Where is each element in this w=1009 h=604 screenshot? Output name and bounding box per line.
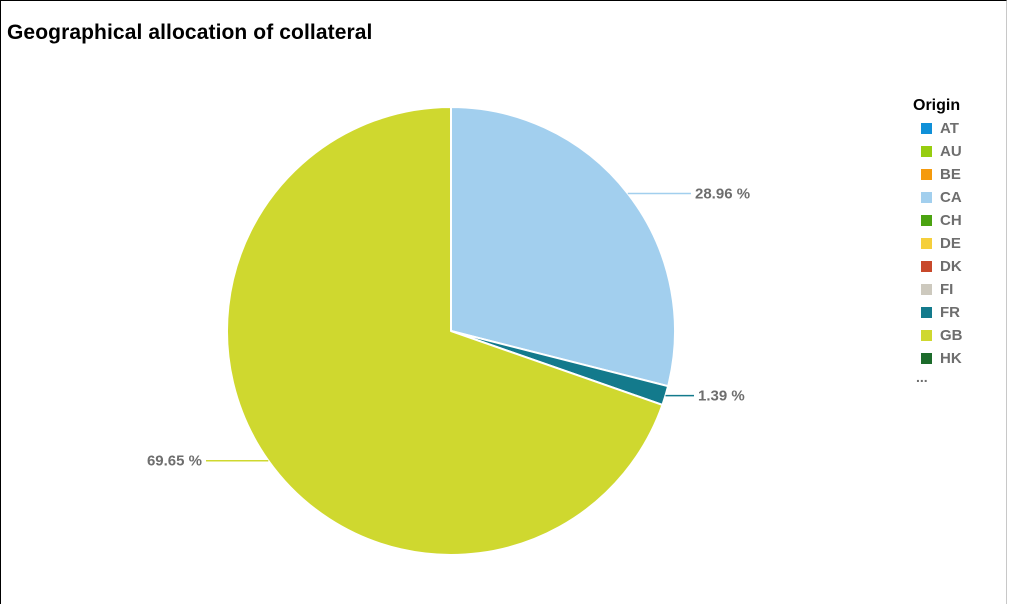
legend-swatch (921, 307, 932, 318)
legend-swatch (921, 238, 932, 249)
data-label-gb: 69.65 % (147, 453, 202, 470)
legend-swatch (921, 169, 932, 180)
data-label-ca: 28.96 % (695, 186, 750, 203)
pie-slice-gb[interactable] (226, 106, 664, 556)
chart-title: Geographical allocation of collateral (7, 21, 373, 44)
legend-item-gb[interactable]: GB (905, 324, 1005, 347)
legend-items: AT AU BE CA CH DE DK FI FR GB HK (905, 117, 1005, 370)
legend-swatch (921, 261, 932, 272)
legend-swatch (921, 123, 932, 134)
legend-item-ca[interactable]: CA (905, 186, 1005, 209)
legend-more-indicator[interactable]: ... (916, 369, 928, 385)
legend-title: Origin (913, 97, 961, 114)
legend-swatch (921, 192, 932, 203)
legend-label: BE (940, 166, 961, 183)
legend-swatch (921, 284, 932, 295)
legend-item-fi[interactable]: FI (905, 278, 1005, 301)
legend-label: CH (940, 212, 962, 229)
data-label-fr: 1.39 % (698, 388, 745, 405)
legend-label: GB (940, 327, 963, 344)
legend-swatch (921, 353, 932, 364)
leader-lines (206, 192, 694, 462)
legend-label: DK (940, 258, 962, 275)
legend-label: FR (940, 304, 960, 321)
legend-label: AT (940, 120, 959, 137)
legend-item-hk[interactable]: HK (905, 347, 1005, 370)
data-labels: 28.96 % 1.39 % 69.65 % (147, 186, 750, 470)
legend-item-au[interactable]: AU (905, 140, 1005, 163)
legend-label: FI (940, 281, 954, 298)
legend-item-ch[interactable]: CH (905, 209, 1005, 232)
legend-swatch (921, 215, 932, 226)
legend-label: DE (940, 235, 961, 252)
legend-swatch (921, 146, 932, 157)
legend-item-at[interactable]: AT (905, 117, 1005, 140)
legend-item-fr[interactable]: FR (905, 301, 1005, 324)
legend-item-be[interactable]: BE (905, 163, 1005, 186)
pie-chart: 28.96 % 1.39 % 69.65 % (147, 106, 750, 556)
pie-slices (226, 106, 676, 556)
legend-label: HK (940, 350, 962, 367)
legend-swatch (921, 330, 932, 341)
legend-label: CA (940, 189, 962, 206)
legend: Origin AT AU BE CA CH DE DK FI FR GB HK ... (905, 95, 1005, 390)
pie-slice-ca[interactable] (450, 106, 676, 388)
legend-item-de[interactable]: DE (905, 232, 1005, 255)
legend-item-dk[interactable]: DK (905, 255, 1005, 278)
legend-label: AU (940, 143, 962, 160)
